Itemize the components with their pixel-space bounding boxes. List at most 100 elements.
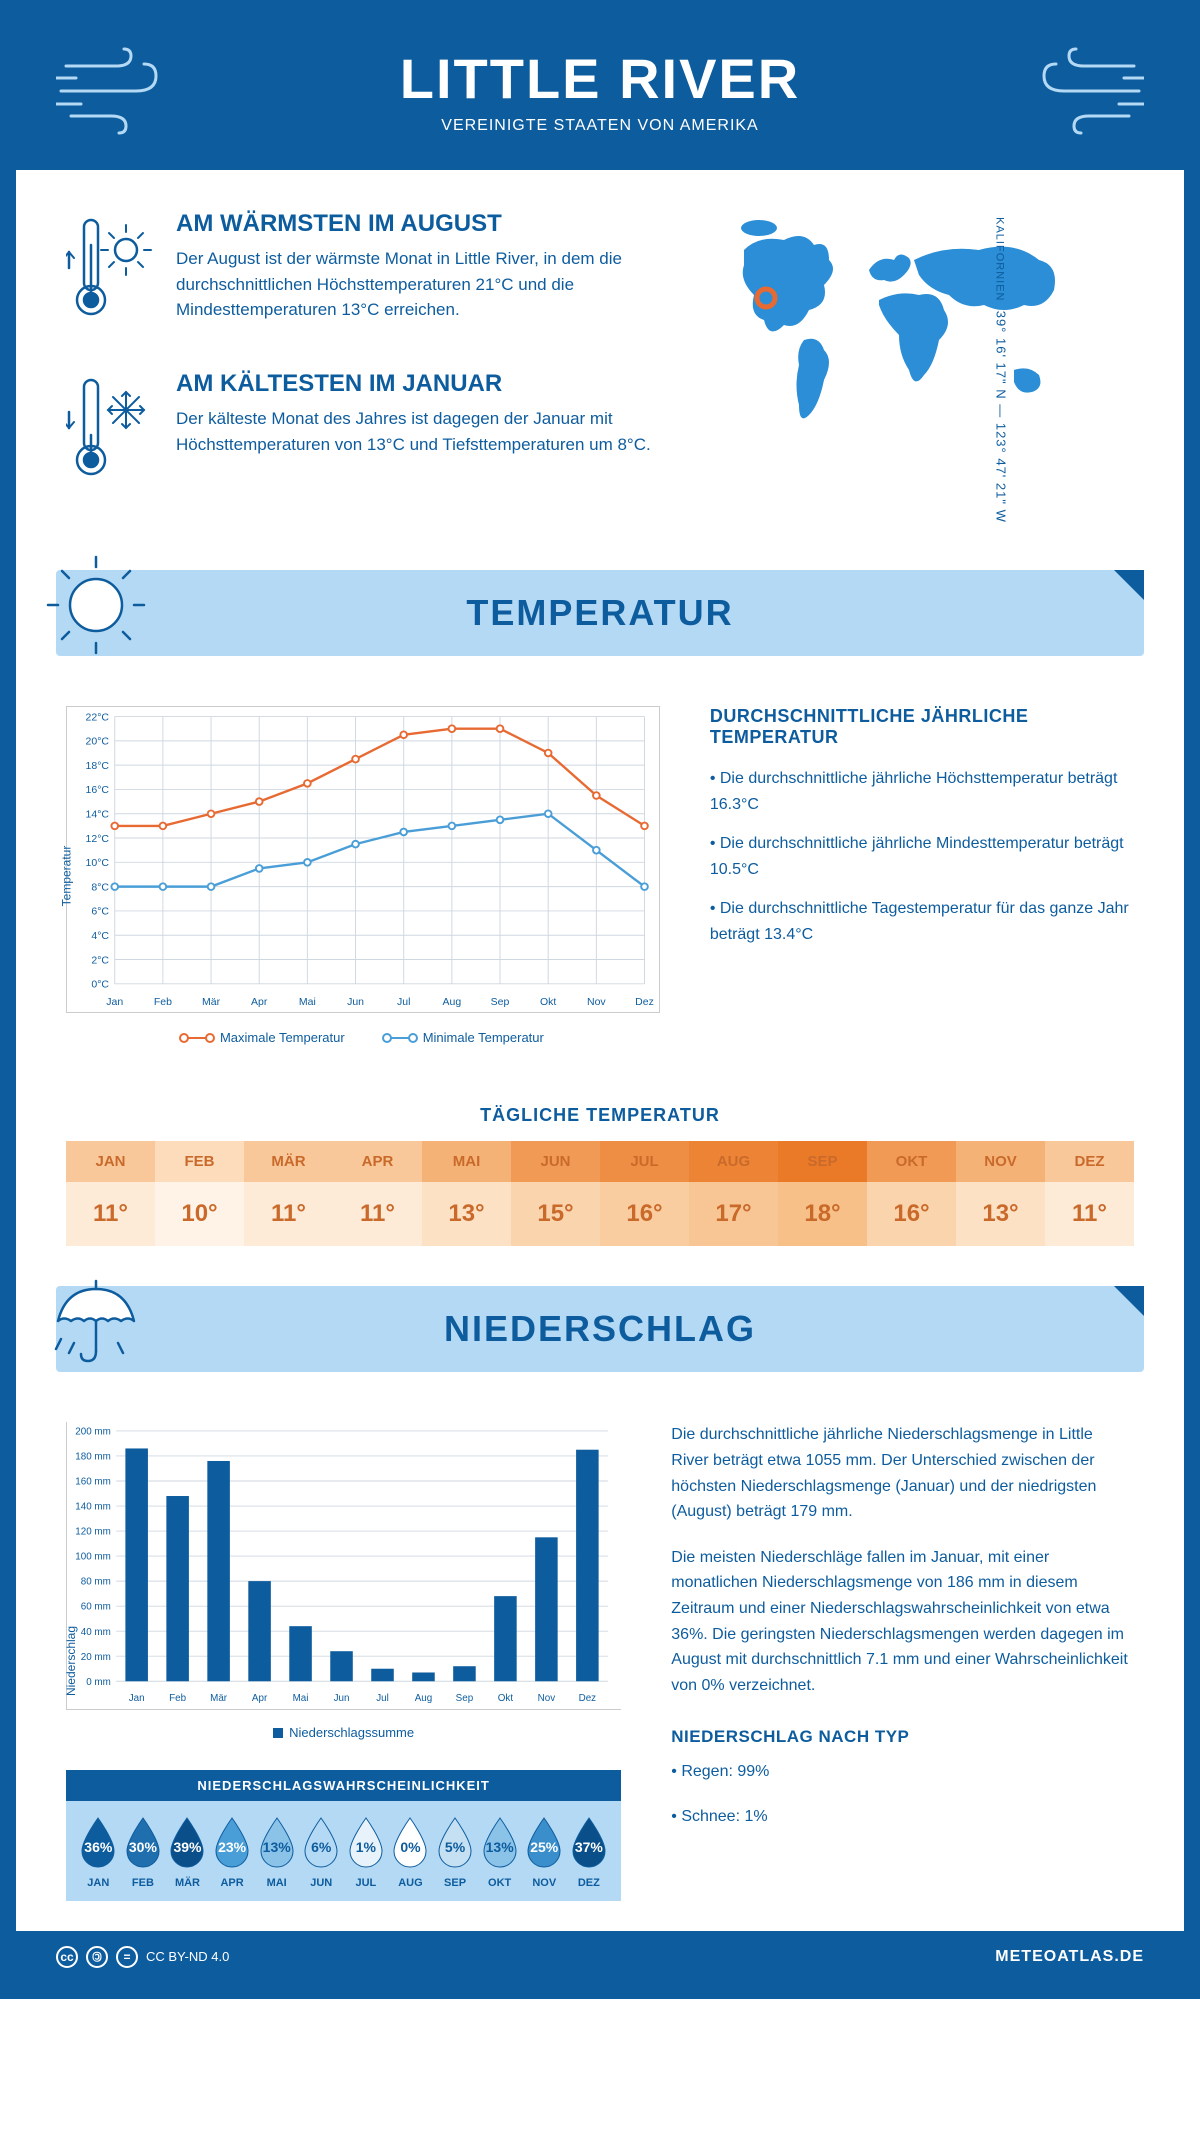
svg-text:Okt: Okt	[498, 1693, 514, 1704]
svg-text:Apr: Apr	[251, 997, 268, 1008]
temp-col: JUN 15°	[511, 1141, 600, 1246]
coldest-fact: AM KÄLTESTEN IM JANUAR Der kälteste Mona…	[66, 370, 674, 495]
precipitation-chart: Niederschlag 0 mm20 mm40 mm60 mm80 mm100…	[66, 1422, 621, 1900]
temp-info-p3: • Die durchschnittliche Tagestemperatur …	[710, 896, 1134, 947]
svg-text:16°C: 16°C	[86, 785, 110, 796]
svg-text:Mär: Mär	[202, 997, 221, 1008]
svg-text:Dez: Dez	[579, 1693, 597, 1704]
svg-text:80 mm: 80 mm	[81, 1577, 111, 1588]
sun-icon	[46, 555, 146, 660]
svg-text:8°C: 8°C	[91, 882, 109, 893]
temperature-heading: TEMPERATUR	[86, 592, 1114, 634]
svg-text:14°C: 14°C	[86, 810, 110, 821]
svg-text:0 mm: 0 mm	[86, 1677, 111, 1688]
probability-drops: 36% JAN 30% FEB 39% MÄR 23% APR	[66, 1801, 621, 1901]
drop-item: 13% MAI	[256, 1816, 298, 1889]
svg-text:Dez: Dez	[635, 997, 654, 1008]
corner-decoration	[1114, 1286, 1144, 1316]
brand: METEOATLAS.DE	[995, 1948, 1144, 1966]
warmest-fact: AM WÄRMSTEN IM AUGUST Der August ist der…	[66, 210, 674, 335]
temp-col: FEB 10°	[155, 1141, 244, 1246]
precip-snow: • Schnee: 1%	[671, 1804, 1134, 1830]
drop-item: 13% OKT	[479, 1816, 521, 1889]
precipitation-text: Die durchschnittliche jährliche Niedersc…	[671, 1422, 1134, 1900]
temp-col: JUL 16°	[600, 1141, 689, 1246]
temp-info-title: DURCHSCHNITTLICHE JÄHRLICHE TEMPERATUR	[710, 706, 1134, 748]
infographic: LITTLE RIVER VEREINIGTE STAATEN VON AMER…	[0, 0, 1200, 1999]
coordinates: KALIFORNIEN 39° 16' 17" N — 123° 47' 21"…	[994, 217, 1009, 523]
svg-text:Feb: Feb	[169, 1693, 186, 1704]
svg-text:Jan: Jan	[129, 1693, 145, 1704]
svg-text:Sep: Sep	[456, 1693, 474, 1704]
svg-text:6°C: 6°C	[91, 907, 109, 918]
temperature-banner: TEMPERATUR	[56, 570, 1144, 656]
temp-col: APR 11°	[333, 1141, 422, 1246]
header: LITTLE RIVER VEREINIGTE STAATEN VON AMER…	[16, 16, 1184, 170]
drop-item: 37% DEZ	[568, 1816, 610, 1889]
drop-item: 1% JUL	[345, 1816, 387, 1889]
temperature-info: DURCHSCHNITTLICHE JÄHRLICHE TEMPERATUR •…	[710, 706, 1134, 1045]
temp-col: JAN 11°	[66, 1141, 155, 1246]
svg-text:Jul: Jul	[376, 1693, 389, 1704]
temp-col: MAI 13°	[422, 1141, 511, 1246]
svg-text:Sep: Sep	[491, 997, 510, 1008]
precip-type-title: NIEDERSCHLAG NACH TYP	[671, 1723, 1134, 1750]
svg-text:Apr: Apr	[252, 1693, 268, 1704]
warmest-text: Der August ist der wärmste Monat in Litt…	[176, 246, 674, 323]
drop-item: 36% JAN	[77, 1816, 119, 1889]
svg-text:0°C: 0°C	[91, 980, 109, 991]
svg-text:20 mm: 20 mm	[81, 1652, 111, 1663]
coldest-text: Der kälteste Monat des Jahres ist dagege…	[176, 406, 674, 457]
precipitation-section: Niederschlag 0 mm20 mm40 mm60 mm80 mm100…	[16, 1392, 1184, 1930]
precip-p1: Die durchschnittliche jährliche Niedersc…	[671, 1422, 1134, 1524]
page-title: LITTLE RIVER	[36, 46, 1164, 111]
precip-p2: Die meisten Niederschläge fallen im Janu…	[671, 1545, 1134, 1699]
drop-item: 0% AUG	[389, 1816, 431, 1889]
precipitation-banner: NIEDERSCHLAG	[56, 1286, 1144, 1372]
svg-text:Jul: Jul	[397, 997, 410, 1008]
bar-legend: Niederschlagssumme	[66, 1725, 621, 1740]
svg-text:20°C: 20°C	[86, 737, 110, 748]
svg-text:2°C: 2°C	[91, 955, 109, 966]
svg-text:Mai: Mai	[299, 997, 316, 1008]
cc-icon: cc	[56, 1946, 78, 1968]
temperature-chart: Temperatur 0°C2°C4°C6°C8°C10°C12°C14°C16…	[66, 706, 660, 1045]
svg-text:10°C: 10°C	[86, 858, 110, 869]
world-map: KALIFORNIEN 39° 16' 17" N — 123° 47' 21"…	[714, 210, 1134, 530]
corner-decoration	[1114, 570, 1144, 600]
drop-item: 39% MÄR	[166, 1816, 208, 1889]
drop-item: 30% FEB	[122, 1816, 164, 1889]
svg-text:Okt: Okt	[540, 997, 556, 1008]
temp-col: SEP 18°	[778, 1141, 867, 1246]
probability-title: NIEDERSCHLAGSWAHRSCHEINLICHKEIT	[66, 1770, 621, 1801]
daily-temp-heading: TÄGLICHE TEMPERATUR	[16, 1105, 1184, 1126]
subtitle: VEREINIGTE STAATEN VON AMERIKA	[36, 117, 1164, 135]
svg-text:100 mm: 100 mm	[75, 1552, 111, 1563]
svg-text:Nov: Nov	[587, 997, 606, 1008]
bar-chart-svg: 0 mm20 mm40 mm60 mm80 mm100 mm120 mm140 …	[66, 1422, 621, 1709]
thermometer-cold-icon	[66, 370, 156, 495]
svg-text:Aug: Aug	[415, 1693, 433, 1704]
temperature-section: Temperatur 0°C2°C4°C6°C8°C10°C12°C14°C16…	[16, 676, 1184, 1075]
line-chart-svg: 0°C 2°C 4°C 6°C 8°C 10°C 12°C 14°C 16°C 18°C 20°C 2…	[66, 706, 660, 1013]
svg-text:4°C: 4°C	[91, 931, 109, 942]
svg-text:120 mm: 120 mm	[75, 1527, 111, 1538]
warmest-title: AM WÄRMSTEN IM AUGUST	[176, 210, 674, 238]
chart-legend: Maximale Temperatur Minimale Temperatur	[66, 1030, 660, 1045]
facts: AM WÄRMSTEN IM AUGUST Der August ist der…	[66, 210, 674, 530]
temp-col: AUG 17°	[689, 1141, 778, 1246]
drop-item: 23% APR	[211, 1816, 253, 1889]
svg-text:12°C: 12°C	[86, 834, 110, 845]
svg-text:18°C: 18°C	[86, 761, 110, 772]
temp-info-p2: • Die durchschnittliche jährliche Mindes…	[710, 831, 1134, 882]
temp-col: NOV 13°	[956, 1141, 1045, 1246]
umbrella-icon	[46, 1271, 146, 1376]
svg-text:Jan: Jan	[106, 997, 123, 1008]
svg-text:22°C: 22°C	[86, 712, 110, 723]
precipitation-heading: NIEDERSCHLAG	[86, 1308, 1114, 1350]
wind-icon	[1034, 46, 1144, 136]
precip-rain: • Regen: 99%	[671, 1759, 1134, 1785]
by-icon: 🄯	[86, 1946, 108, 1968]
temp-col: MÄR 11°	[244, 1141, 333, 1246]
svg-text:Aug: Aug	[443, 997, 462, 1008]
